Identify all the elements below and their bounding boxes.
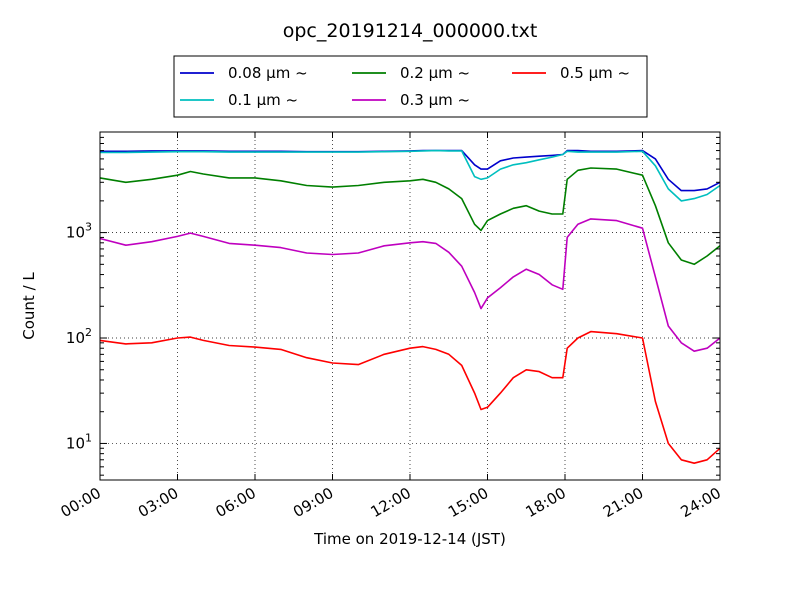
y-axis-label: Count / L bbox=[20, 272, 38, 340]
series-line-4 bbox=[99, 330, 721, 465]
y-tick-label: 102 bbox=[66, 326, 92, 347]
gridlines bbox=[100, 132, 720, 480]
series-line-1 bbox=[100, 149, 721, 202]
x-axis-label: Time on 2019-12-14 (JST) bbox=[313, 530, 506, 548]
y-tick-label: 101 bbox=[66, 431, 92, 452]
series-lines bbox=[99, 149, 721, 465]
y-tick-label: 103 bbox=[66, 221, 92, 242]
axis-ticks bbox=[99, 131, 721, 480]
chart-title: opc_20191214_000000.txt bbox=[283, 20, 538, 42]
series-line-3 bbox=[99, 218, 721, 353]
legend-label-0: 0.08 μm ~ bbox=[228, 64, 308, 82]
legend-label-2: 0.2 μm ~ bbox=[400, 64, 470, 82]
y-tick-labels: 101 102 103 bbox=[66, 221, 92, 453]
series-line-2 bbox=[99, 167, 721, 266]
legend-label-4: 0.5 μm ~ bbox=[560, 64, 630, 82]
legend: 0.08 μm ~ 0.1 μm ~ 0.2 μm ~ 0.3 μm ~ 0.5 μm … bbox=[173, 55, 648, 118]
legend-frame bbox=[173, 55, 648, 118]
legend-label-3: 0.3 μm ~ bbox=[400, 91, 470, 109]
legend-label-1: 0.1 μm ~ bbox=[228, 91, 298, 109]
